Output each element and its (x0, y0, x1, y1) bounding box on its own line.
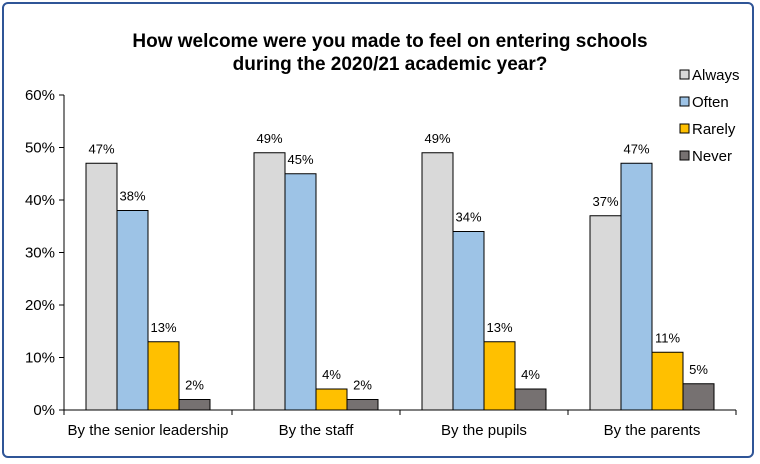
bars (85, 152, 715, 411)
bar-often (284, 173, 317, 411)
data-label: 4% (521, 367, 540, 382)
data-labels: 47% 38% 13% 2% 49% 45% 4% 2% 49% 34% 13% 4% 37% 47% 11… (88, 131, 708, 393)
y-tick-label: 20% (25, 297, 55, 314)
bar-always (85, 162, 118, 411)
y-tick-label: 30% (25, 245, 55, 262)
bar-always (589, 215, 622, 411)
legend-label-always: Always (692, 67, 740, 84)
data-label: 34% (455, 210, 481, 225)
x-category-label: By the staff (279, 422, 355, 439)
bar-rarely (483, 341, 516, 411)
legend-swatch-often (679, 96, 690, 107)
y-tick-label: 40% (25, 192, 55, 209)
data-label: 47% (623, 141, 649, 156)
data-label: 2% (353, 378, 372, 393)
x-category-label: By the pupils (441, 422, 527, 439)
bar-never (682, 383, 715, 411)
data-label: 47% (88, 141, 114, 156)
legend: Always Often Rarely Never (679, 67, 740, 165)
data-label: 5% (689, 362, 708, 377)
bar-rarely (315, 388, 348, 411)
data-label: 49% (424, 131, 450, 146)
bar-rarely (651, 351, 684, 411)
data-label: 13% (486, 320, 512, 335)
data-label: 37% (592, 194, 618, 209)
y-tick-label: 60% (25, 87, 55, 104)
data-label: 38% (119, 189, 145, 204)
bar-often (452, 231, 485, 411)
x-category-label: By the parents (604, 422, 701, 439)
data-label: 45% (287, 152, 313, 167)
legend-label-often: Often (692, 94, 729, 111)
legend-swatch-never (679, 150, 690, 161)
data-label: 13% (150, 320, 176, 335)
bar-always (253, 152, 286, 411)
legend-swatch-rarely (679, 123, 690, 134)
legend-label-rarely: Rarely (692, 121, 736, 138)
data-label: 4% (322, 367, 341, 382)
x-category-label: By the senior leadership (68, 422, 229, 439)
bar-often (620, 162, 653, 411)
bar-rarely (147, 341, 180, 411)
chart-title-line-1: How welcome were you made to feel on ent… (132, 31, 647, 52)
data-label: 2% (185, 378, 204, 393)
legend-label-never: Never (692, 148, 732, 165)
y-tick-label: 0% (33, 402, 55, 419)
bar-never (514, 388, 547, 411)
y-tick-label: 50% (25, 140, 55, 157)
y-tick-label: 10% (25, 350, 55, 367)
axes: 0% 10% 20% 30% 40% 50% 60% By the senior leader… (25, 87, 737, 439)
bar-never (346, 399, 379, 411)
data-label: 49% (256, 131, 282, 146)
legend-swatch-always (679, 69, 690, 80)
bar-never (178, 399, 211, 411)
data-label: 11% (655, 330, 680, 345)
bar-always (421, 152, 454, 411)
chart-title-line-2: during the 2020/21 academic year? (233, 54, 548, 75)
bar-often (116, 210, 149, 411)
